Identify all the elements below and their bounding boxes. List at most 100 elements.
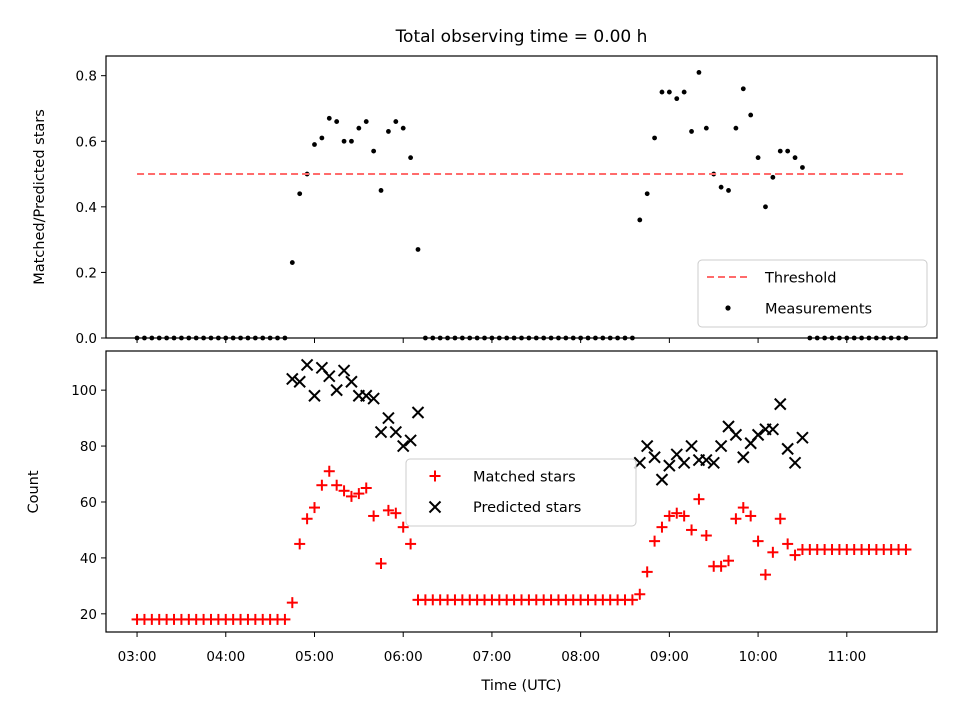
cross-b: [766, 423, 780, 436]
cross-b: [737, 451, 750, 464]
legend-matched-label: Matched stars: [473, 470, 576, 486]
matched-star-point: [767, 546, 779, 558]
measurement-point: [312, 142, 317, 147]
predicted-star-point: [707, 456, 720, 470]
measurement-point: [785, 148, 791, 154]
bottom-x-tick-label: 04:00: [206, 649, 245, 665]
chart-title: Total observing time = 0.00 h: [395, 27, 648, 47]
matched-star-point: [782, 538, 794, 550]
predicted-star-point: [404, 434, 417, 447]
matched-star-point: [286, 597, 298, 609]
matched-star-point: [693, 493, 705, 505]
cross-b: [788, 456, 802, 470]
cross-b: [404, 434, 417, 447]
top-y-tick-label: 0.2: [76, 265, 97, 281]
predicted-star-point: [685, 439, 698, 453]
top-y-tick-label: 0.0: [76, 331, 97, 347]
bottom-y-tick-label: 80: [80, 439, 97, 455]
predicted-stars-series: [286, 358, 809, 486]
matched-star-point: [323, 465, 335, 477]
matched-star-point: [390, 507, 402, 519]
bottom-subplot: 20 40 60 80 100 03:00 04:00 05:00 06:00 07:00 08:…: [26, 350, 938, 694]
matched-star-point: [331, 479, 343, 491]
top-plot-frame: [105, 55, 938, 339]
legend-measurements-label: Measurements: [765, 302, 872, 318]
matched-star-point: [737, 502, 749, 514]
cross-b: [367, 392, 380, 405]
cross-b: [677, 456, 691, 470]
measurement-point: [341, 138, 347, 144]
bottom-y-tick-label: 60: [80, 495, 97, 511]
measurement-point: [386, 129, 391, 134]
predicted-star-point: [360, 389, 373, 402]
cross-b: [655, 473, 669, 486]
measurement-point: [792, 155, 798, 161]
matched-star-point: [294, 538, 306, 550]
bottom-x-tick-label: 11:00: [827, 649, 866, 665]
measurement-point: [674, 96, 680, 102]
legend-predicted-label: Predicted stars: [473, 500, 581, 516]
measurement-point: [637, 217, 643, 223]
matched-star-point: [279, 613, 291, 625]
bottom-plot-frame: [105, 350, 938, 633]
cross-b: [707, 456, 720, 470]
top-y-tick-label: 0.6: [76, 134, 97, 150]
predicted-star-point: [655, 473, 669, 486]
bottom-x-ticks: 03:00 04:00 05:00 06:00 07:00 08:00 09:00 10:00…: [118, 632, 866, 665]
cross-b: [751, 428, 765, 442]
matched-star-point: [686, 524, 698, 536]
top-y-axis-label: Matched/Predicted stars: [32, 109, 48, 285]
predicted-star-point: [751, 428, 765, 442]
cross-b: [286, 372, 299, 386]
measurement-point: [408, 155, 414, 161]
cross-b: [382, 411, 395, 425]
measurement-point: [777, 148, 783, 154]
bottom-y-tick-label: 20: [80, 607, 97, 623]
measurement-point: [763, 204, 768, 210]
predicted-star-point: [308, 389, 321, 402]
matched-star-point: [634, 588, 646, 600]
cross-b: [330, 383, 343, 397]
bottom-x-tick-label: 07:00: [472, 649, 511, 665]
predicted-star-point: [796, 431, 809, 444]
matched-stars-series: [131, 465, 912, 625]
legend-plus-marker: [429, 470, 441, 482]
matched-star-point: [752, 535, 764, 547]
predicted-star-point: [737, 451, 750, 464]
bottom-x-tick-label: 08:00: [561, 649, 600, 665]
measurement-point: [378, 188, 384, 193]
cross-b: [315, 361, 329, 374]
measurement-point: [356, 125, 362, 131]
predicted-star-point: [640, 439, 654, 453]
matched-star-point: [656, 521, 668, 533]
predicted-star-point: [345, 375, 358, 388]
predicted-star-point: [663, 459, 676, 472]
matched-star-point: [663, 510, 675, 522]
predicted-star-point: [300, 358, 314, 372]
bottom-x-tick-label: 03:00: [118, 649, 157, 665]
measurement-point: [326, 115, 332, 121]
matched-star-point: [375, 557, 387, 569]
predicted-star-point: [788, 456, 802, 470]
cross-b: [685, 439, 698, 453]
predicted-star-point: [389, 425, 403, 439]
matched-star-point: [405, 538, 417, 550]
measurements-series: [134, 69, 909, 341]
legend-predicted-swatch: [428, 500, 442, 514]
matched-star-point: [730, 513, 742, 525]
top-legend: Threshold Measurements: [697, 259, 928, 328]
matched-star-point: [301, 513, 313, 525]
measurement-point: [349, 138, 354, 144]
cross-b: [397, 439, 410, 453]
cross-b: [700, 453, 713, 467]
legend-measurements-swatch: [725, 305, 731, 311]
predicted-star-point: [700, 453, 713, 467]
measurement-point: [770, 174, 776, 180]
cross-b: [323, 369, 336, 383]
matched-star-point: [671, 507, 683, 519]
cross-b: [374, 425, 388, 439]
measurement-point: [755, 155, 761, 161]
predicted-star-point: [411, 406, 425, 419]
